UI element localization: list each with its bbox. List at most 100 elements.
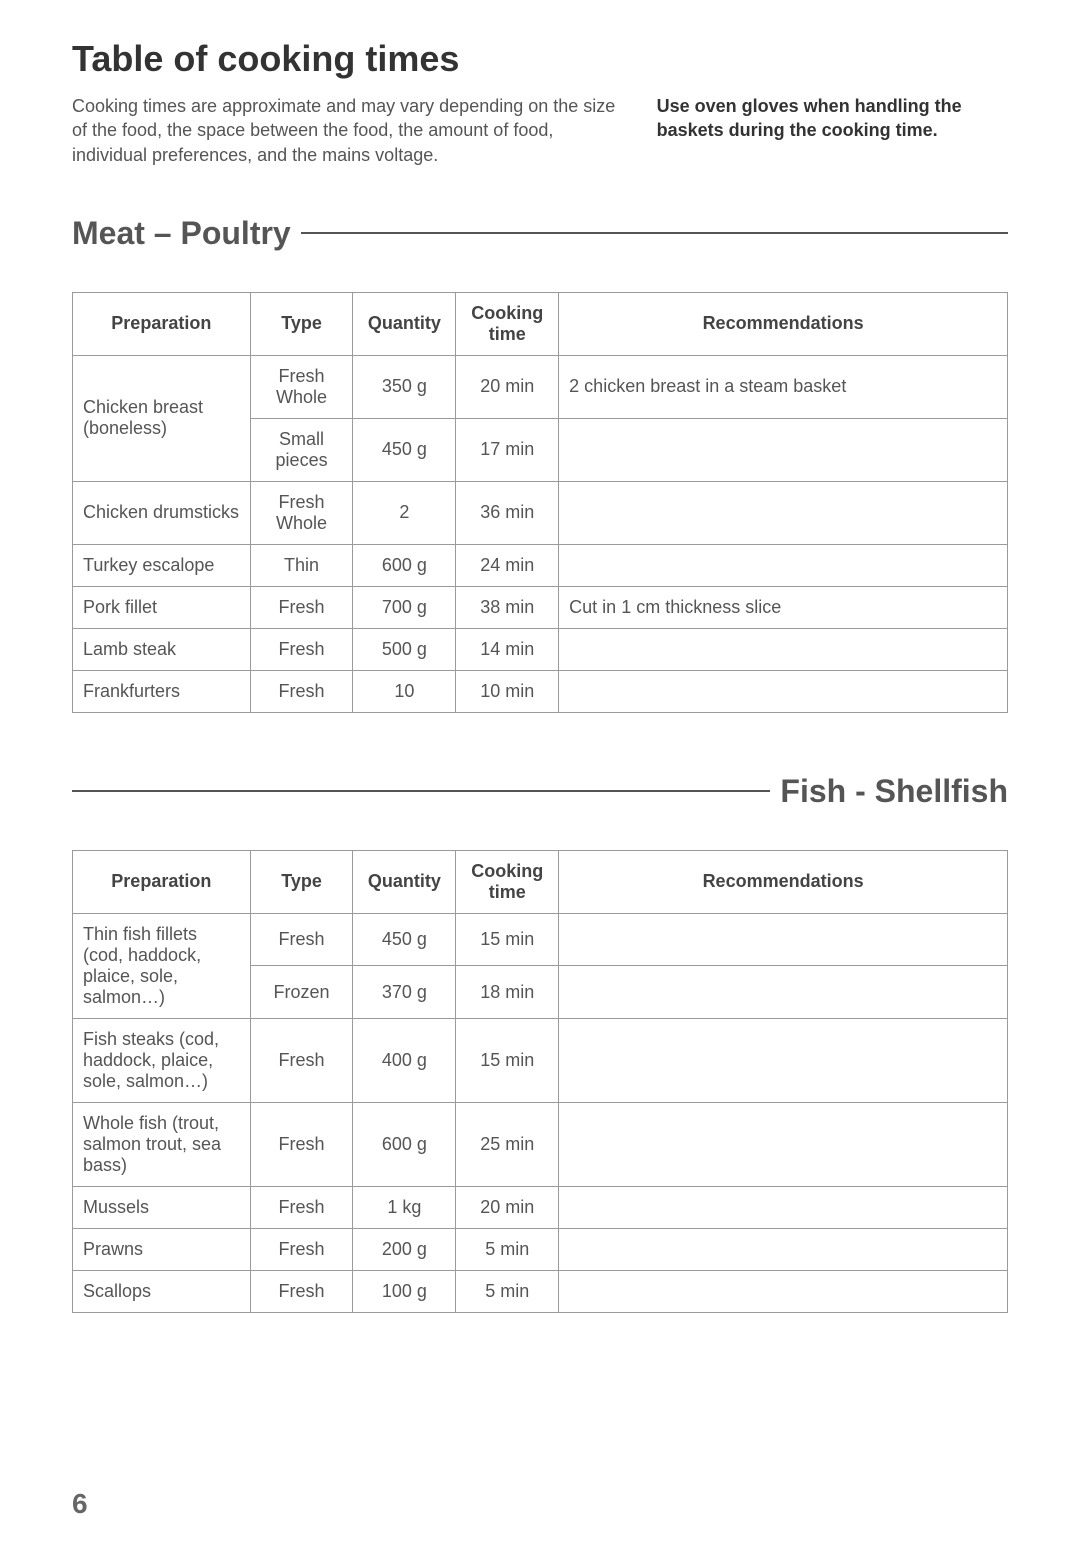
col-header-recommendations: Recommendations <box>559 850 1008 913</box>
cell-rec <box>559 966 1008 1019</box>
cell-type: Thin <box>250 544 353 586</box>
cell-time: 5 min <box>456 1270 559 1312</box>
table-row: Whole fish (trout, salmon trout, sea bas… <box>73 1102 1008 1186</box>
cell-rec <box>559 670 1008 712</box>
col-header-preparation: Preparation <box>73 292 251 355</box>
cell-qty: 600 g <box>353 1102 456 1186</box>
fish-heading-text: Fish - Shellfish <box>780 773 1008 810</box>
col-header-quantity: Quantity <box>353 292 456 355</box>
cell-type: Fresh <box>250 1228 353 1270</box>
heading-rule-icon <box>301 232 1008 234</box>
cell-rec <box>559 544 1008 586</box>
cell-time: 5 min <box>456 1228 559 1270</box>
cell-time: 14 min <box>456 628 559 670</box>
col-header-preparation: Preparation <box>73 850 251 913</box>
meat-table: Preparation Type Quantity Cooking time R… <box>72 292 1008 713</box>
table-row: Scallops Fresh 100 g 5 min <box>73 1270 1008 1312</box>
cell-type: Fresh <box>250 628 353 670</box>
table-row: Frankfurters Fresh 10 10 min <box>73 670 1008 712</box>
meat-heading-text: Meat – Poultry <box>72 215 291 252</box>
cell-time: 24 min <box>456 544 559 586</box>
cell-rec <box>559 1228 1008 1270</box>
cell-preparation: Mussels <box>73 1186 251 1228</box>
cell-preparation: Fish steaks (cod, haddock, plaice, sole,… <box>73 1018 251 1102</box>
col-header-cooking-time: Cooking time <box>456 292 559 355</box>
cell-qty: 350 g <box>353 355 456 418</box>
cell-qty: 200 g <box>353 1228 456 1270</box>
cell-type: Fresh Whole <box>250 355 353 418</box>
table-row: Mussels Fresh 1 kg 20 min <box>73 1186 1008 1228</box>
cell-rec <box>559 1102 1008 1186</box>
cell-qty: 100 g <box>353 1270 456 1312</box>
cell-time: 25 min <box>456 1102 559 1186</box>
cell-rec <box>559 1018 1008 1102</box>
cell-preparation: Lamb steak <box>73 628 251 670</box>
cell-rec <box>559 481 1008 544</box>
heading-rule-icon <box>72 790 770 792</box>
table-header-row: Preparation Type Quantity Cooking time R… <box>73 292 1008 355</box>
cell-type: Fresh <box>250 1018 353 1102</box>
col-header-cooking-time: Cooking time <box>456 850 559 913</box>
section-heading-meat: Meat – Poultry <box>72 215 1008 252</box>
cell-rec <box>559 628 1008 670</box>
cell-rec <box>559 418 1008 481</box>
page-title: Table of cooking times <box>72 38 1008 80</box>
cell-rec <box>559 1186 1008 1228</box>
cell-qty: 700 g <box>353 586 456 628</box>
table-row: Pork fillet Fresh 700 g 38 min Cut in 1 … <box>73 586 1008 628</box>
cell-type: Fresh <box>250 1270 353 1312</box>
cell-qty: 2 <box>353 481 456 544</box>
cell-preparation: Frankfurters <box>73 670 251 712</box>
cell-type: Fresh <box>250 1102 353 1186</box>
cell-time: 15 min <box>456 1018 559 1102</box>
cell-preparation: Chicken breast (boneless) <box>73 355 251 481</box>
cell-preparation: Turkey escalope <box>73 544 251 586</box>
table-row: Chicken drumsticks Fresh Whole 2 36 min <box>73 481 1008 544</box>
intro-right-warning: Use oven gloves when handling the basket… <box>657 94 1008 167</box>
cell-time: 15 min <box>456 913 559 966</box>
intro-row: Cooking times are approximate and may va… <box>72 94 1008 167</box>
table-row: Prawns Fresh 200 g 5 min <box>73 1228 1008 1270</box>
cell-rec <box>559 1270 1008 1312</box>
table-row: Turkey escalope Thin 600 g 24 min <box>73 544 1008 586</box>
cell-preparation: Whole fish (trout, salmon trout, sea bas… <box>73 1102 251 1186</box>
intro-left-text: Cooking times are approximate and may va… <box>72 94 617 167</box>
cell-time: 38 min <box>456 586 559 628</box>
cell-preparation: Prawns <box>73 1228 251 1270</box>
col-header-recommendations: Recommendations <box>559 292 1008 355</box>
cell-qty: 450 g <box>353 913 456 966</box>
page-number: 6 <box>72 1488 88 1520</box>
section-heading-fish: Fish - Shellfish <box>72 773 1008 810</box>
cell-type: Fresh <box>250 913 353 966</box>
cell-preparation: Scallops <box>73 1270 251 1312</box>
cell-qty: 10 <box>353 670 456 712</box>
col-header-quantity: Quantity <box>353 850 456 913</box>
cell-qty: 450 g <box>353 418 456 481</box>
table-row: Lamb steak Fresh 500 g 14 min <box>73 628 1008 670</box>
cell-type: Frozen <box>250 966 353 1019</box>
fish-table: Preparation Type Quantity Cooking time R… <box>72 850 1008 1313</box>
cell-qty: 400 g <box>353 1018 456 1102</box>
cell-qty: 1 kg <box>353 1186 456 1228</box>
table-row: Thin fish fillets (cod, haddock, plaice,… <box>73 913 1008 966</box>
cell-rec <box>559 913 1008 966</box>
cell-type: Small pieces <box>250 418 353 481</box>
cell-rec: 2 chicken breast in a steam basket <box>559 355 1008 418</box>
cell-time: 20 min <box>456 355 559 418</box>
cell-qty: 370 g <box>353 966 456 1019</box>
col-header-type: Type <box>250 292 353 355</box>
cell-preparation: Thin fish fillets (cod, haddock, plaice,… <box>73 913 251 1018</box>
cell-preparation: Chicken drumsticks <box>73 481 251 544</box>
cell-time: 18 min <box>456 966 559 1019</box>
cell-preparation: Pork fillet <box>73 586 251 628</box>
cell-type: Fresh <box>250 670 353 712</box>
cell-qty: 600 g <box>353 544 456 586</box>
cell-type: Fresh <box>250 1186 353 1228</box>
table-header-row: Preparation Type Quantity Cooking time R… <box>73 850 1008 913</box>
cell-time: 20 min <box>456 1186 559 1228</box>
table-row: Chicken breast (boneless) Fresh Whole 35… <box>73 355 1008 418</box>
cell-time: 10 min <box>456 670 559 712</box>
cell-type: Fresh <box>250 586 353 628</box>
cell-rec: Cut in 1 cm thickness slice <box>559 586 1008 628</box>
cell-qty: 500 g <box>353 628 456 670</box>
